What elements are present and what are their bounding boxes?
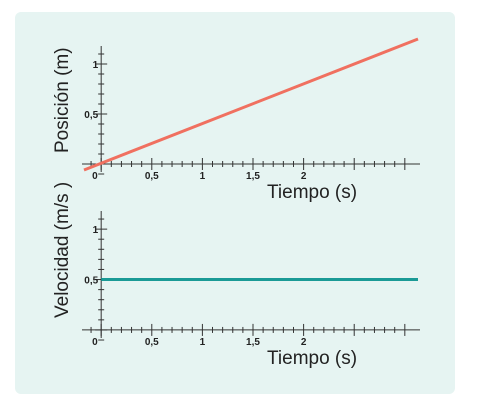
position-chart: Tiempo (s) Posición (m) 0 0,5 1 1,5 2 0,5 1 <box>52 37 420 203</box>
velocity-x-tick-label: 0 <box>92 337 98 348</box>
velocity-x-tick-label: 2 <box>301 337 307 348</box>
position-x-tick-label: 1 <box>200 171 206 182</box>
position-y-tick-label: 0,5 <box>84 110 98 121</box>
position-x-tick-label: 1,5 <box>246 171 260 182</box>
velocity-x-tick-label: 1 <box>200 337 206 348</box>
position-y-axis-title: Posición (m) <box>52 47 73 153</box>
velocity-x-tick-label: 0,5 <box>145 337 159 348</box>
position-series-line <box>83 37 419 172</box>
position-x-tick-label: 0 <box>92 171 98 182</box>
velocity-chart: Tiempo (s) Velocidad (m/s ) 0 0,5 1 1,5 2 0,5… <box>52 182 420 369</box>
velocity-y-tick-label: 0,5 <box>84 276 98 287</box>
position-x-axis-title: Tiempo (s) <box>267 182 357 203</box>
position-x-tick-label: 2 <box>301 171 307 182</box>
position-x-tick-label: 0,5 <box>145 171 159 182</box>
velocity-y-tick-label: 1 <box>93 225 99 236</box>
velocity-x-axis-title: Tiempo (s) <box>267 348 357 369</box>
velocity-y-axis-title: Velocidad (m/s ) <box>52 182 73 318</box>
position-y-tick-label: 1 <box>93 60 99 71</box>
velocity-x-tick-label: 1,5 <box>246 337 260 348</box>
